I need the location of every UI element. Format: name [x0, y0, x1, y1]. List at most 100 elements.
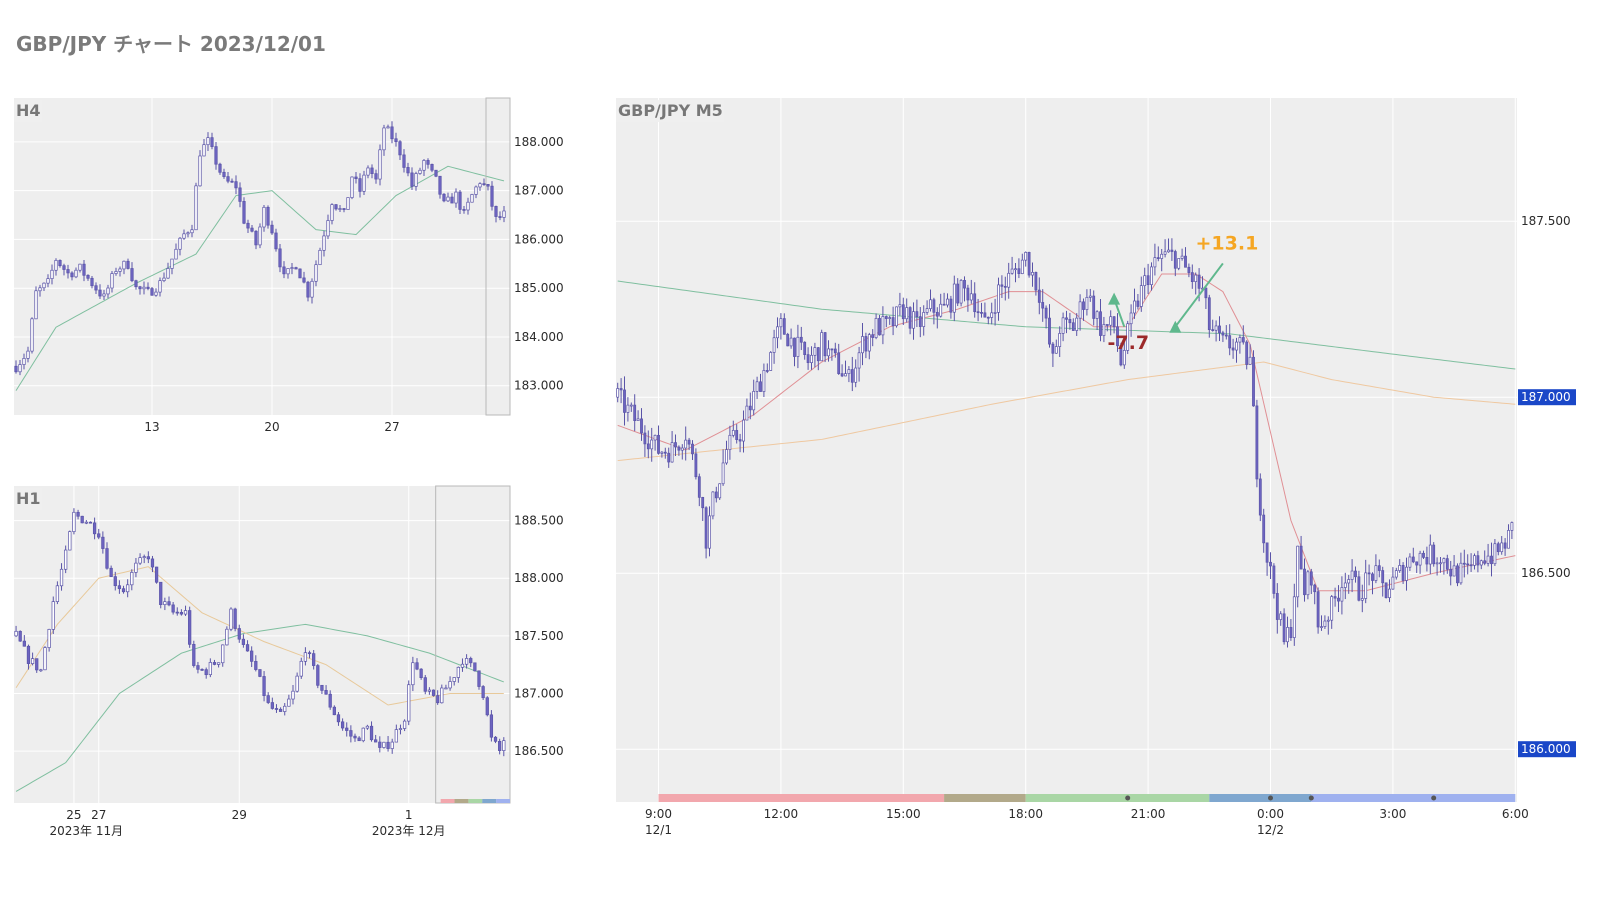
- candle-body: [110, 273, 114, 289]
- candle-body: [1133, 300, 1136, 314]
- x-tick-label: 0:00: [1257, 807, 1284, 821]
- candle-body: [1313, 584, 1317, 593]
- candle-body: [1374, 565, 1378, 581]
- candle-body: [254, 661, 258, 670]
- candle-body: [298, 268, 302, 279]
- candle-body: [357, 737, 361, 742]
- candle-body: [1184, 255, 1187, 268]
- candle-body: [810, 354, 813, 364]
- candle-body: [204, 669, 208, 676]
- candle-body: [306, 281, 310, 298]
- candle-body: [486, 183, 490, 187]
- candle-body: [1156, 257, 1160, 259]
- candle-body: [1364, 572, 1368, 599]
- candle-body: [245, 644, 250, 652]
- candle-body: [1286, 627, 1289, 643]
- candle-body: [837, 352, 841, 374]
- candle-body: [402, 154, 406, 168]
- candle-body: [1105, 324, 1109, 326]
- candle-body: [1146, 275, 1150, 285]
- candle-body: [959, 280, 963, 304]
- candle-body: [442, 193, 446, 202]
- candle-body: [326, 220, 330, 237]
- candle-body: [932, 299, 936, 313]
- candle-body: [1422, 552, 1425, 558]
- candle-body: [366, 167, 370, 176]
- candle-body: [346, 197, 350, 210]
- session-bar-segment: [1209, 794, 1312, 802]
- candle-body: [1065, 317, 1068, 320]
- candle-body: [908, 307, 912, 329]
- candle-body: [670, 442, 674, 463]
- candle-body: [1085, 297, 1089, 310]
- candle-body: [1177, 258, 1181, 269]
- candle-body: [1048, 317, 1051, 345]
- candle-body: [50, 269, 54, 279]
- candle-body: [1235, 341, 1238, 351]
- candle-body: [1473, 555, 1476, 566]
- candle-body: [218, 163, 222, 173]
- candle-body: [314, 264, 318, 282]
- candle-body: [171, 604, 175, 613]
- candle-body: [407, 684, 411, 722]
- x-tick-label: 18:00: [1008, 807, 1043, 821]
- candle-body: [460, 663, 465, 668]
- candle-body: [1167, 249, 1170, 253]
- plot-area: [14, 486, 510, 803]
- candle-body: [22, 640, 26, 647]
- trade-entry-marker: [1169, 320, 1182, 333]
- candle-body: [398, 728, 403, 730]
- candle-body: [462, 209, 466, 211]
- candle-body: [782, 318, 786, 335]
- candle-body: [915, 311, 919, 317]
- candle-body: [1207, 297, 1211, 330]
- y-tick-label: 185.000: [514, 281, 564, 295]
- candle-body: [667, 452, 671, 463]
- candle-body: [493, 736, 498, 742]
- candle-body: [806, 354, 810, 364]
- candle-body: [66, 269, 70, 274]
- candle-body: [14, 630, 18, 637]
- candle-body: [1241, 337, 1245, 343]
- candle-body: [174, 248, 178, 260]
- candle-body: [663, 451, 667, 454]
- candle-body: [334, 204, 338, 210]
- candle-body: [1445, 558, 1449, 570]
- candle-body: [82, 263, 86, 276]
- candle-body: [307, 652, 312, 655]
- candle-body: [697, 476, 701, 498]
- candle-body: [1279, 613, 1283, 620]
- candle-body: [993, 312, 997, 314]
- candle-body: [1034, 272, 1038, 291]
- candle-body: [266, 206, 270, 226]
- candle-body: [1221, 332, 1225, 336]
- session-marker-dot: [1308, 795, 1314, 801]
- candle-body: [640, 418, 643, 434]
- candle-body: [490, 185, 494, 207]
- candle-body: [905, 307, 909, 320]
- candle-body: [51, 601, 55, 630]
- candle-body: [1483, 560, 1487, 564]
- session-bar-segment: [944, 794, 1026, 802]
- candle-body: [1428, 544, 1432, 565]
- chart-title-bg: [14, 100, 42, 122]
- candle-body: [229, 608, 233, 630]
- candle-body: [1347, 579, 1351, 584]
- candle-body: [18, 364, 22, 373]
- candle-body: [423, 677, 427, 692]
- candle-body: [316, 665, 320, 686]
- candle-body: [636, 418, 640, 421]
- candle-body: [106, 287, 110, 295]
- candle-body: [318, 249, 322, 266]
- candle-body: [430, 163, 434, 171]
- candle-body: [884, 316, 888, 319]
- candle-body: [742, 419, 745, 442]
- candle-body: [274, 232, 278, 250]
- candle-body: [1000, 284, 1004, 287]
- candle-body: [222, 171, 226, 177]
- candle-body: [1231, 347, 1235, 351]
- candle-body: [1153, 257, 1157, 268]
- candle-body: [258, 226, 262, 246]
- candle-body: [1303, 568, 1306, 596]
- candle-body: [237, 628, 241, 640]
